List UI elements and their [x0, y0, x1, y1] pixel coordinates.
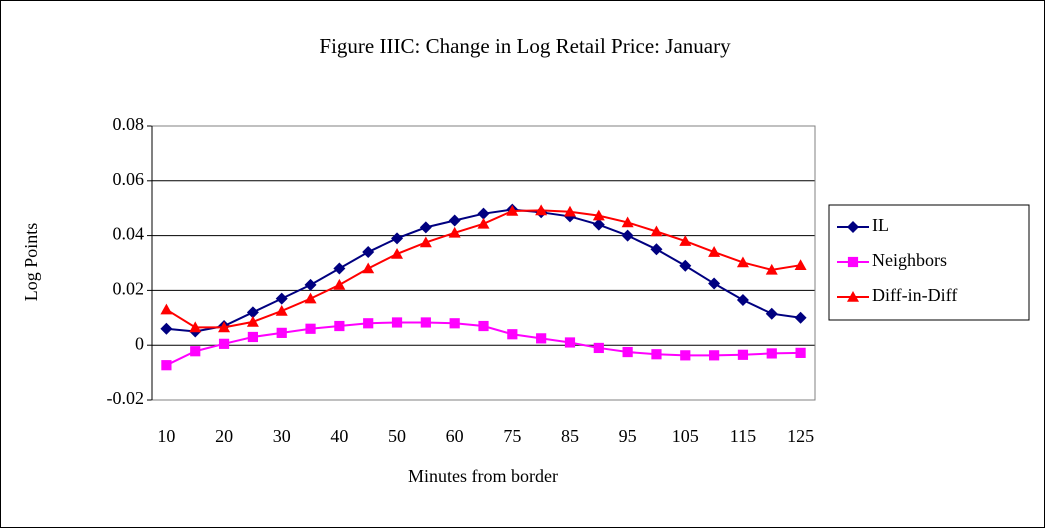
marker [160, 322, 173, 335]
marker [794, 311, 807, 324]
marker [765, 263, 778, 275]
marker [305, 323, 316, 334]
x-tick-label: 60 [446, 426, 464, 446]
marker [333, 278, 346, 290]
marker [847, 221, 859, 233]
marker [507, 329, 518, 340]
marker [420, 317, 431, 328]
marker [736, 293, 749, 306]
marker [304, 292, 317, 304]
marker [304, 278, 317, 291]
marker [708, 277, 721, 290]
marker [247, 331, 258, 343]
marker [564, 337, 576, 348]
marker [650, 225, 663, 237]
y-axis-label: Log Points [21, 223, 41, 302]
marker [478, 320, 489, 332]
marker [535, 204, 548, 216]
x-axis-label: Minutes from border [408, 466, 558, 486]
marker [651, 349, 662, 360]
marker [795, 347, 806, 358]
marker [218, 321, 231, 333]
x-tick-label: 115 [730, 426, 756, 446]
marker [161, 360, 172, 371]
legend-label: Neighbors [872, 250, 947, 270]
marker [593, 342, 604, 354]
x-tick-label: 75 [503, 426, 521, 446]
marker [246, 306, 259, 319]
marker [391, 247, 404, 259]
marker [276, 327, 287, 338]
marker [563, 205, 576, 217]
marker [847, 291, 859, 302]
y-tick-label: 0 [135, 333, 144, 353]
marker [621, 229, 634, 242]
x-tick-label: 20 [215, 426, 233, 446]
marker [334, 320, 345, 332]
marker [708, 246, 721, 257]
marker [650, 243, 663, 256]
marker [847, 256, 859, 268]
marker [391, 317, 403, 328]
marker [189, 321, 202, 333]
marker [592, 218, 605, 231]
marker [275, 292, 288, 305]
x-tick-label: 10 [157, 426, 175, 446]
y-tick-label: 0.08 [113, 114, 145, 134]
x-tick-label: 85 [561, 426, 579, 446]
marker [679, 235, 692, 246]
marker [391, 232, 404, 245]
marker [477, 207, 490, 220]
marker [362, 246, 375, 259]
marker [362, 262, 375, 274]
marker [621, 216, 634, 228]
marker [794, 259, 807, 270]
marker [766, 348, 777, 359]
x-tick-label: 125 [787, 426, 814, 446]
marker [419, 236, 432, 248]
marker [448, 214, 461, 227]
marker [709, 350, 720, 361]
x-tick-label: 30 [273, 426, 291, 446]
chart-title: Figure IIIC: Change in Log Retail Price:… [319, 34, 731, 58]
marker [765, 307, 778, 320]
marker [160, 303, 173, 315]
y-tick-label: 0.02 [113, 279, 145, 299]
marker [333, 262, 346, 275]
y-tick-label: -0.02 [107, 388, 145, 408]
legend-label: IL [872, 215, 889, 235]
marker [363, 318, 374, 329]
marker [449, 318, 460, 329]
marker [737, 349, 749, 360]
x-tick-label: 105 [672, 426, 699, 446]
marker [536, 333, 547, 344]
y-tick-label: 0.06 [113, 169, 145, 189]
marker [190, 346, 201, 357]
marker [275, 304, 288, 316]
marker [477, 217, 490, 229]
marker [506, 204, 519, 216]
marker [736, 256, 749, 268]
marker [622, 346, 633, 358]
x-tick-label: 40 [330, 426, 348, 446]
x-tick-label: 95 [619, 426, 637, 446]
marker [592, 209, 605, 221]
x-tick-label: 50 [388, 426, 406, 446]
legend-label: Diff-in-Diff [872, 285, 957, 305]
marker [680, 350, 691, 361]
marker [419, 221, 432, 234]
marker [246, 315, 259, 327]
marker [218, 338, 230, 349]
marker [448, 226, 461, 238]
y-tick-label: 0.04 [113, 224, 145, 244]
marker [679, 259, 692, 272]
